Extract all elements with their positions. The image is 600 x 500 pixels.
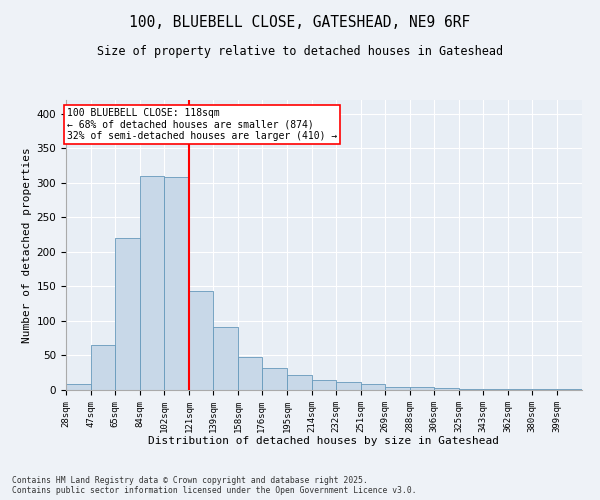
Text: Contains HM Land Registry data © Crown copyright and database right 2025.
Contai: Contains HM Land Registry data © Crown c…: [12, 476, 416, 495]
Bar: [410, 386, 434, 390]
Text: 100 BLUEBELL CLOSE: 118sqm
← 68% of detached houses are smaller (874)
32% of sem: 100 BLUEBELL CLOSE: 118sqm ← 68% of deta…: [67, 108, 338, 142]
Bar: [385, 386, 410, 390]
X-axis label: Distribution of detached houses by size in Gateshead: Distribution of detached houses by size …: [149, 436, 499, 446]
Bar: [459, 388, 483, 390]
Bar: [91, 345, 115, 390]
Bar: [213, 327, 238, 390]
Bar: [66, 384, 91, 390]
Bar: [557, 388, 582, 390]
Bar: [115, 238, 140, 390]
Y-axis label: Number of detached properties: Number of detached properties: [22, 147, 32, 343]
Bar: [434, 388, 459, 390]
Text: Size of property relative to detached houses in Gateshead: Size of property relative to detached ho…: [97, 45, 503, 58]
Bar: [140, 176, 164, 390]
Bar: [336, 382, 361, 390]
Bar: [189, 292, 213, 390]
Bar: [361, 384, 385, 390]
Bar: [262, 368, 287, 390]
Bar: [238, 357, 262, 390]
Bar: [164, 178, 189, 390]
Bar: [312, 380, 336, 390]
Bar: [287, 375, 312, 390]
Text: 100, BLUEBELL CLOSE, GATESHEAD, NE9 6RF: 100, BLUEBELL CLOSE, GATESHEAD, NE9 6RF: [130, 15, 470, 30]
